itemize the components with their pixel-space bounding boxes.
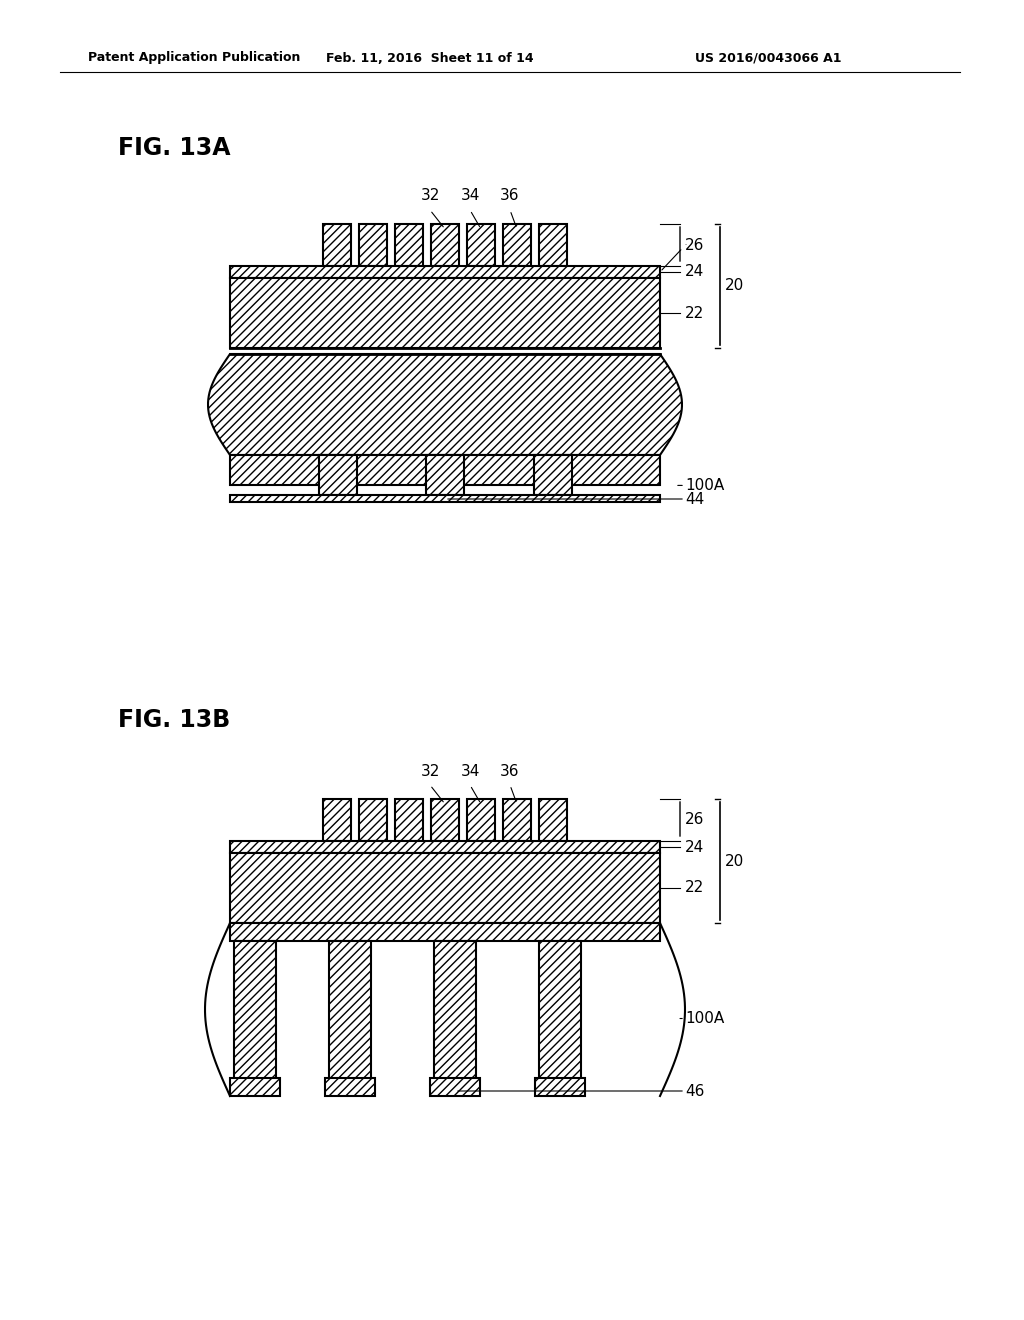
Bar	[467, 224, 495, 267]
Bar	[359, 224, 387, 267]
Bar	[323, 224, 351, 267]
Bar	[395, 799, 423, 841]
Polygon shape	[208, 354, 682, 455]
Bar	[325, 1078, 375, 1096]
Bar	[230, 853, 660, 923]
Bar	[230, 455, 660, 484]
Bar	[503, 799, 531, 841]
Text: 100A: 100A	[685, 1011, 724, 1026]
Text: 26: 26	[662, 244, 687, 271]
Bar	[230, 495, 660, 502]
Bar	[230, 267, 660, 279]
Bar	[467, 799, 495, 841]
Bar	[434, 941, 476, 1081]
Bar	[539, 224, 567, 267]
Text: 34: 34	[461, 763, 479, 779]
Bar	[230, 841, 660, 853]
Bar	[431, 224, 459, 267]
Text: 46: 46	[685, 1084, 705, 1098]
Text: 36: 36	[501, 763, 520, 779]
Bar	[503, 224, 531, 267]
Text: 20: 20	[725, 279, 744, 293]
Text: Feb. 11, 2016  Sheet 11 of 14: Feb. 11, 2016 Sheet 11 of 14	[327, 51, 534, 65]
Bar	[329, 941, 371, 1081]
Text: 24: 24	[685, 264, 705, 280]
Text: US 2016/0043066 A1: US 2016/0043066 A1	[695, 51, 842, 65]
Text: FIG. 13A: FIG. 13A	[118, 136, 230, 160]
Bar	[430, 1078, 480, 1096]
Text: FIG. 13B: FIG. 13B	[118, 708, 230, 733]
Text: 100A: 100A	[685, 478, 724, 492]
Text: 24: 24	[685, 840, 705, 854]
Bar	[230, 923, 660, 941]
Text: 32: 32	[420, 763, 439, 779]
Bar	[318, 455, 356, 495]
Text: 26: 26	[685, 813, 705, 828]
Text: 44: 44	[685, 491, 705, 507]
Bar	[359, 799, 387, 841]
Text: 22: 22	[685, 880, 705, 895]
Bar	[230, 1078, 280, 1096]
Text: Patent Application Publication: Patent Application Publication	[88, 51, 300, 65]
Bar	[431, 799, 459, 841]
Bar	[534, 455, 571, 495]
Text: 34: 34	[461, 189, 479, 203]
Bar	[234, 941, 276, 1081]
Bar	[535, 1078, 585, 1096]
Text: 32: 32	[420, 189, 439, 203]
Text: 20: 20	[725, 854, 744, 869]
Text: 26: 26	[685, 238, 705, 252]
Bar	[426, 455, 464, 495]
Text: 22: 22	[685, 305, 705, 321]
Bar	[539, 799, 567, 841]
Bar	[395, 224, 423, 267]
Bar	[323, 799, 351, 841]
Bar	[539, 941, 581, 1081]
Text: 36: 36	[501, 189, 520, 203]
Bar	[230, 279, 660, 348]
